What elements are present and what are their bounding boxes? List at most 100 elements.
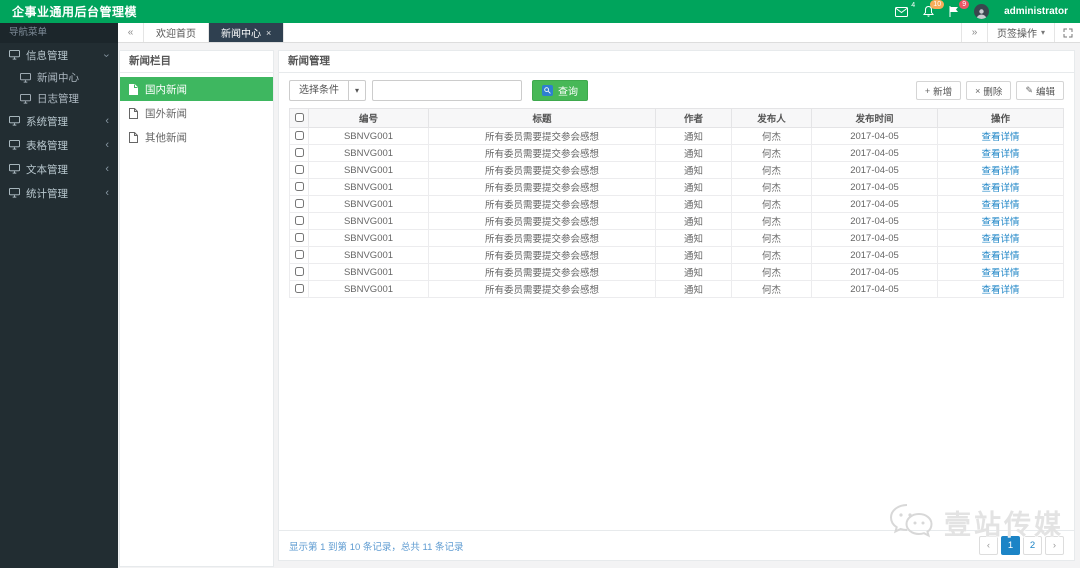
news-category-label: 国外新闻 xyxy=(145,107,187,120)
sidebar-item[interactable]: 统计管理 ‹ xyxy=(0,181,118,205)
view-detail-link[interactable]: 查看详情 xyxy=(981,217,1020,228)
view-detail-link[interactable]: 查看详情 xyxy=(981,149,1020,160)
cell-date: 2017-04-05 xyxy=(811,161,938,179)
news-category-item[interactable]: 国内新闻 xyxy=(120,77,273,101)
cell-id: SBNVG001 xyxy=(308,229,429,247)
row-checkbox[interactable] xyxy=(294,182,304,192)
chevron-icon: ‹ xyxy=(105,186,109,199)
add-button[interactable]: + 新增 xyxy=(915,81,962,100)
chevron-icon: ‹ xyxy=(105,138,109,151)
cell-date: 2017-04-05 xyxy=(811,229,938,247)
search-icon xyxy=(542,85,553,96)
view-detail-link[interactable]: 查看详情 xyxy=(981,132,1020,143)
sidebar-subitem[interactable]: 新闻中心 xyxy=(0,67,118,88)
pagination-info: 显示第 1 到第 10 条记录，总共 11 条记录 xyxy=(289,541,464,553)
tabs: 欢迎首页 新闻中心 × xyxy=(144,23,285,42)
cell-action: 查看详情 xyxy=(937,263,1064,281)
sidebar-item[interactable]: 信息管理 ‹ xyxy=(0,43,118,67)
tab-item[interactable]: 欢迎首页 xyxy=(144,23,209,42)
row-select-cell xyxy=(289,144,309,162)
delete-button[interactable]: × 删除 xyxy=(966,81,1012,100)
view-detail-link[interactable]: 查看详情 xyxy=(981,251,1020,262)
table-header-cell: 发布人 xyxy=(731,108,812,128)
row-checkbox[interactable] xyxy=(294,216,304,226)
fullscreen-button[interactable] xyxy=(1054,23,1080,42)
table-row: SBNVG001 所有委员需要提交参会感想 通知 何杰 2017-04-05 查看详情 xyxy=(289,263,1064,281)
row-checkbox[interactable] xyxy=(294,233,304,243)
page-next-button[interactable]: › xyxy=(1045,536,1064,555)
news-category-item[interactable]: 国外新闻 xyxy=(120,101,273,125)
page-number-button[interactable]: 1 xyxy=(1001,536,1020,555)
cell-date: 2017-04-05 xyxy=(811,280,938,298)
table-header-cell: 编号 xyxy=(308,108,429,128)
view-detail-link[interactable]: 查看详情 xyxy=(981,183,1020,194)
cell-action: 查看详情 xyxy=(937,144,1064,162)
cell-action: 查看详情 xyxy=(937,280,1064,298)
news-category-item[interactable]: 其他新闻 xyxy=(120,125,273,149)
cell-publisher: 何杰 xyxy=(731,212,812,230)
notifications-button[interactable]: 10 xyxy=(923,0,945,17)
avatar[interactable] xyxy=(974,4,990,19)
messages-button[interactable]: 4 xyxy=(895,2,915,17)
row-checkbox[interactable] xyxy=(294,250,304,260)
table-row: SBNVG001 所有委员需要提交参会感想 通知 何杰 2017-04-05 查看详情 xyxy=(289,127,1064,145)
view-detail-link[interactable]: 查看详情 xyxy=(981,234,1020,245)
sidebar-item[interactable]: 系统管理 ‹ xyxy=(0,109,118,133)
edit-button[interactable]: ✎ 编辑 xyxy=(1016,81,1064,100)
news-category-panel: 新闻栏目 国内新闻 国外新闻 其他新闻 xyxy=(119,50,274,567)
search-input[interactable] xyxy=(372,80,522,101)
file-icon xyxy=(129,107,138,119)
sidebar-item[interactable]: 文本管理 ‹ xyxy=(0,157,118,181)
row-checkbox[interactable] xyxy=(294,284,304,294)
cell-id: SBNVG001 xyxy=(308,263,429,281)
query-button[interactable]: 查询 xyxy=(532,80,588,101)
username[interactable]: administrator xyxy=(1004,6,1068,17)
cell-title: 所有委员需要提交参会感想 xyxy=(428,195,656,213)
table-header-cell: 发布时间 xyxy=(811,108,938,128)
tasks-button[interactable]: 9 xyxy=(949,0,970,17)
tab-close-icon[interactable]: × xyxy=(266,27,272,38)
monitor-icon xyxy=(9,140,20,150)
monitor-icon xyxy=(9,188,20,198)
cell-publisher: 何杰 xyxy=(731,161,812,179)
select-all-checkbox[interactable] xyxy=(294,113,304,123)
row-checkbox[interactable] xyxy=(294,267,304,277)
delete-button-label: 删除 xyxy=(983,86,1003,98)
sidebar-subitem[interactable]: 日志管理 xyxy=(0,88,118,109)
tabs-scroll-right-button[interactable]: » xyxy=(960,23,987,42)
tab-active[interactable]: 新闻中心 × xyxy=(209,23,285,42)
row-checkbox[interactable] xyxy=(294,199,304,209)
tab-operations-dropdown[interactable]: 页签操作 ▾ xyxy=(986,23,1054,42)
view-detail-link[interactable]: 查看详情 xyxy=(981,268,1020,279)
view-detail-link[interactable]: 查看详情 xyxy=(981,166,1020,177)
row-checkbox[interactable] xyxy=(294,131,304,141)
toolbar: 选择条件 ▾ 查询 + 新增 × 删除 xyxy=(279,73,1074,108)
tabs-scroll-left-button[interactable]: « xyxy=(118,23,144,42)
sidebar-item[interactable]: 表格管理 ‹ xyxy=(0,133,118,157)
view-detail-link[interactable]: 查看详情 xyxy=(981,200,1020,211)
page-prev-button[interactable]: ‹ xyxy=(979,536,998,555)
content-area: 新闻栏目 国内新闻 国外新闻 其他新闻 新闻管理 选择条件 ▾ 查询 xyxy=(118,43,1080,568)
cell-action: 查看详情 xyxy=(937,161,1064,179)
mail-icon xyxy=(895,6,909,17)
monitor-icon xyxy=(9,116,20,126)
filter-dropdown-button[interactable]: 选择条件 xyxy=(289,80,349,101)
filter-caret-button[interactable]: ▾ xyxy=(349,80,366,101)
cell-id: SBNVG001 xyxy=(308,127,429,145)
cell-title: 所有委员需要提交参会感想 xyxy=(428,161,656,179)
cell-author: 通知 xyxy=(655,212,732,230)
cell-publisher: 何杰 xyxy=(731,280,812,298)
sidebar-menu: 信息管理 ‹ 新闻中心 日志管理 系统管理 ‹ 表格管理 ‹ 文本管理 ‹ 统计管理 ‹ xyxy=(0,43,118,205)
cell-id: SBNVG001 xyxy=(308,144,429,162)
page-number-button[interactable]: 2 xyxy=(1023,536,1042,555)
view-detail-link[interactable]: 查看详情 xyxy=(981,285,1020,296)
cell-author: 通知 xyxy=(655,127,732,145)
table-row: SBNVG001 所有委员需要提交参会感想 通知 何杰 2017-04-05 查看详情 xyxy=(289,246,1064,264)
row-checkbox[interactable] xyxy=(294,165,304,175)
cell-author: 通知 xyxy=(655,161,732,179)
cell-id: SBNVG001 xyxy=(308,195,429,213)
tab-operations-label: 页签操作 xyxy=(996,29,1037,40)
row-checkbox[interactable] xyxy=(294,148,304,158)
table-header-cell: 操作 xyxy=(937,108,1064,128)
cell-date: 2017-04-05 xyxy=(811,144,938,162)
